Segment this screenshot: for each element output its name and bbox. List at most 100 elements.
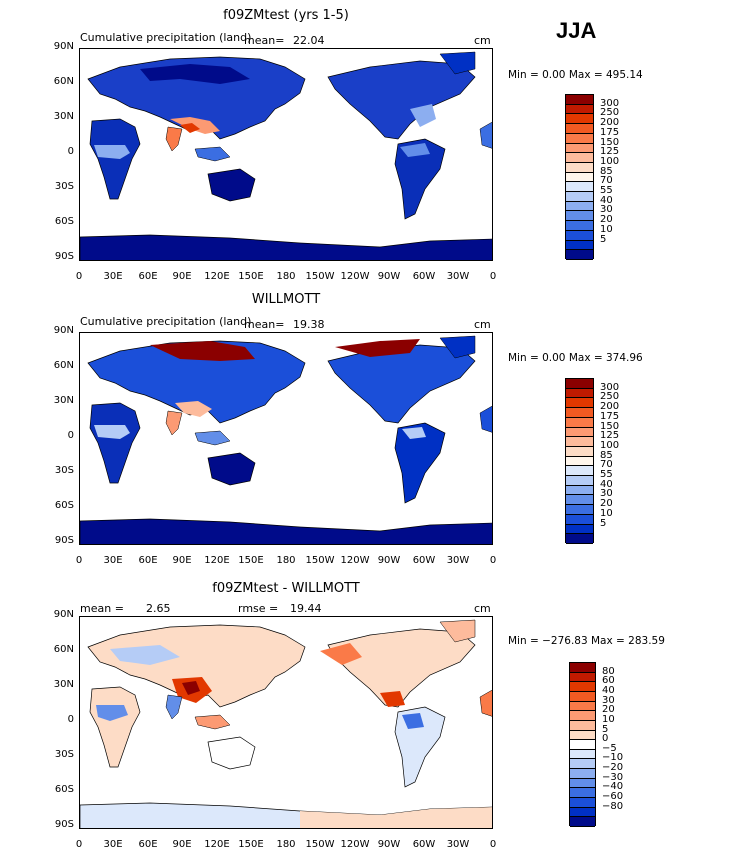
panel-1-lat-label: 90S: [54, 251, 74, 262]
colorbar-swatch: [566, 114, 593, 125]
panel-1-lon-label: 120E: [204, 271, 230, 282]
colorbar-label: 125: [600, 430, 620, 442]
panel-3-lon-label: 150E: [238, 839, 264, 850]
colorbar-label: 5: [600, 517, 607, 529]
colorbar-label: −5: [602, 742, 617, 754]
eurasia-landmass: [87, 340, 306, 424]
colorbar-label: 20: [602, 704, 615, 716]
colorbar-swatch: [566, 408, 593, 418]
south-america-north-region: [400, 143, 430, 157]
colorbar-label: 30: [600, 488, 613, 500]
colorbar-swatch: [566, 495, 593, 506]
panel-3-colorbar: [569, 662, 596, 827]
panel-3-lon-label: 60E: [138, 839, 158, 850]
colorbar-label: 0: [602, 733, 609, 745]
colorbar-swatch: [566, 221, 593, 231]
panel-1-lon-label: 0: [489, 271, 497, 282]
panel-2-lat-label: 30S: [54, 465, 74, 476]
africa-rain-belt: [94, 425, 130, 439]
colorbar-swatch: [570, 672, 595, 683]
colorbar-label: 175: [600, 126, 620, 138]
panel-1-subtitle: Cumulative precipitation (land): [80, 31, 252, 44]
colorbar-label: −30: [602, 771, 624, 783]
colorbar-swatch: [566, 514, 593, 525]
panel-1-lon-label: 120W: [340, 271, 370, 282]
colorbar-label: −10: [602, 752, 624, 764]
panel-3-lon-label: 120W: [340, 839, 370, 850]
colorbar-label: −60: [602, 791, 624, 803]
africa-landmass: [89, 118, 141, 200]
colorbar-swatch: [566, 417, 593, 428]
colorbar-swatch: [566, 456, 593, 467]
colorbar-swatch: [566, 240, 593, 251]
colorbar-label: 55: [600, 469, 613, 481]
colorbar-swatch: [566, 534, 593, 544]
arctic-canada-region: [335, 339, 420, 357]
colorbar-swatch: [570, 691, 595, 702]
panel-2-title: WILLMOTT: [251, 292, 321, 307]
colorbar-swatch: [566, 230, 593, 241]
panel-3-mean-value: 2.65: [146, 602, 171, 615]
panel-2-lat-label: 30N: [53, 395, 74, 406]
panel-2-lon-label: 180: [276, 555, 296, 566]
colorbar-swatch: [566, 505, 593, 515]
colorbar-label: 100: [600, 155, 620, 167]
panel-1-lon-label: 30E: [103, 271, 123, 282]
panel-2-lon-label: 120E: [204, 555, 230, 566]
panel-1-minmax: Min = 0.00 Max = 495.14: [508, 69, 643, 81]
panel-2-units: cm: [474, 318, 491, 331]
colorbar-label: 200: [600, 117, 620, 129]
colorbar-label: 200: [600, 401, 620, 413]
panel-1-title: f09ZMtest (yrs 1-5): [223, 8, 349, 23]
colorbar-swatch: [566, 466, 593, 477]
panel-1-lon-label: 60W: [412, 271, 436, 282]
panel-3-minmax: Min = −276.83 Max = 283.59: [508, 635, 665, 647]
colorbar-label: 100: [600, 439, 620, 451]
south-america-landmass: [394, 422, 446, 504]
panel-3-lon-label: 0: [75, 839, 83, 850]
colorbar-swatch: [570, 701, 595, 712]
west-africa-edge: [479, 689, 492, 717]
panel-1-units: cm: [474, 34, 491, 47]
north-america-landmass: [327, 628, 476, 708]
colorbar-swatch: [570, 711, 595, 721]
panel-3-map: [79, 616, 493, 829]
panel-3-lat-label: 60N: [53, 644, 74, 655]
asia-wet-bias-peak: [182, 681, 200, 695]
maritime-continent: [194, 146, 231, 162]
panel-1-lon-label: 180: [276, 271, 296, 282]
panel-1-mean-label: mean=: [244, 34, 285, 47]
colorbar-swatch: [570, 682, 595, 692]
west-africa-edge: [479, 405, 492, 433]
colorbar-label: 175: [600, 410, 620, 422]
panel-1-lon-label: 30W: [446, 271, 470, 282]
panel-3-rmse-label: rmse =: [238, 602, 279, 615]
panel-3-mean-label: mean =: [80, 602, 124, 615]
greenland-landmass: [439, 335, 476, 359]
south-america-north-region: [402, 427, 426, 439]
panel-2-lon-label: 120W: [340, 555, 370, 566]
panel-1-lon-label: 60E: [138, 271, 158, 282]
colorbar-label: 300: [600, 381, 620, 393]
colorbar-swatch: [570, 788, 595, 799]
panel-2-lon-label: 60E: [138, 555, 158, 566]
panel-1-lat-label: 30S: [54, 181, 74, 192]
colorbar-swatch: [566, 143, 593, 154]
colorbar-swatch: [566, 476, 593, 486]
panel-2-minmax: Min = 0.00 Max = 374.96: [508, 352, 643, 364]
colorbar-swatch: [566, 201, 593, 212]
north-america-landmass: [327, 60, 476, 140]
panel-3-lat-label: 60S: [54, 784, 74, 795]
colorbar-label: 55: [600, 185, 613, 197]
africa-rain-belt: [94, 145, 130, 159]
africa-dry-bias: [96, 705, 128, 721]
panel-2-lat-label: 60S: [54, 500, 74, 511]
panel-3-units: cm: [474, 602, 491, 615]
colorbar-label: 20: [600, 214, 613, 226]
north-america-landmass: [327, 344, 476, 424]
colorbar-label: 80: [602, 665, 615, 677]
colorbar-swatch: [566, 192, 593, 202]
panel-2-lon-label: 150E: [238, 555, 264, 566]
greenland-landmass: [439, 619, 476, 643]
colorbar-label: 10: [600, 223, 613, 235]
